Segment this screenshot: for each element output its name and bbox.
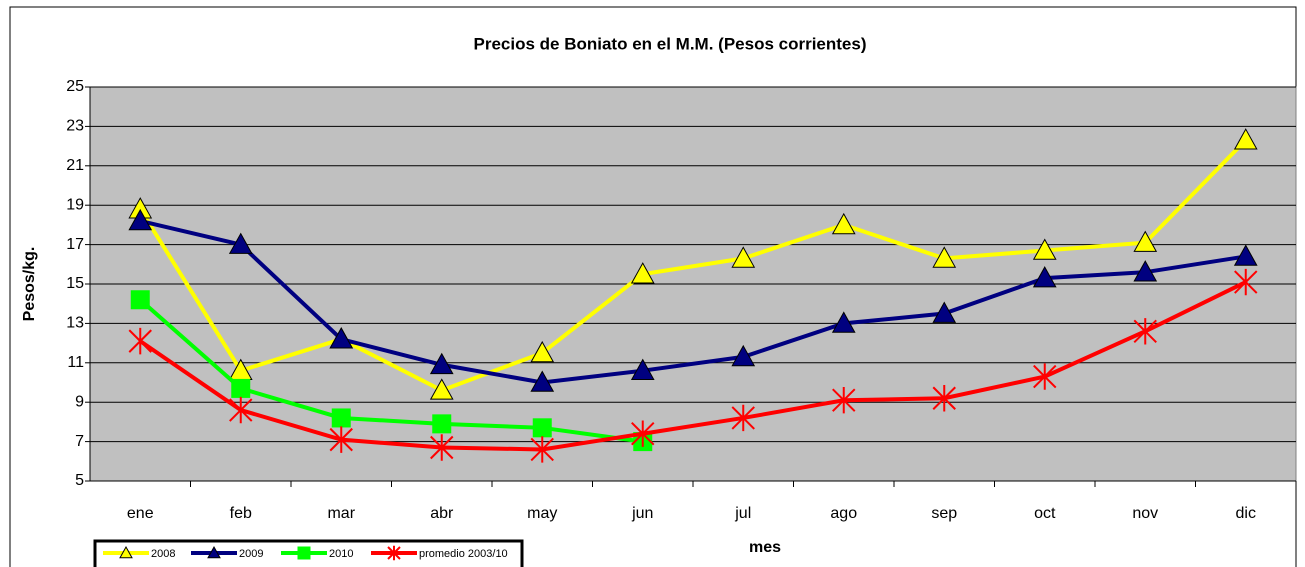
marker xyxy=(1234,268,1258,296)
marker xyxy=(932,301,957,323)
marker xyxy=(231,378,251,398)
marker xyxy=(530,436,554,463)
x-tick-label: nov xyxy=(1132,505,1158,522)
marker xyxy=(297,546,311,560)
marker xyxy=(832,387,856,414)
x-tick-label: ago xyxy=(830,505,857,522)
marker xyxy=(731,404,755,432)
marker xyxy=(430,434,454,461)
x-tick-label: jun xyxy=(631,505,653,522)
marker xyxy=(831,212,856,235)
x-tick-label: sep xyxy=(931,505,957,522)
chart-title: Precios de Boniato en el M.M. (Pesos cor… xyxy=(474,34,867,53)
marker xyxy=(1032,238,1057,260)
x-tick-label: jul xyxy=(734,505,751,522)
marker xyxy=(119,545,133,559)
y-tick-label: 11 xyxy=(67,354,84,371)
marker xyxy=(1032,266,1057,288)
y-tick-label: 23 xyxy=(66,118,84,135)
marker xyxy=(429,378,454,400)
marker xyxy=(532,418,552,438)
legend-label: promedio 2003/10 xyxy=(419,548,508,560)
marker xyxy=(530,340,555,363)
x-tick-label: oct xyxy=(1034,505,1056,522)
y-tick-label: 9 xyxy=(75,393,84,410)
series-line xyxy=(138,298,644,444)
marker xyxy=(128,208,153,231)
series-line xyxy=(139,219,1247,385)
y-axis-title: Pesos/kg. xyxy=(21,247,38,322)
x-axis-title: mes xyxy=(749,539,781,556)
marker xyxy=(1133,260,1158,282)
y-tick-label: 5 xyxy=(75,472,84,489)
marker xyxy=(731,344,756,367)
marker xyxy=(932,385,956,412)
marker xyxy=(229,396,253,424)
marker xyxy=(831,311,856,333)
marker xyxy=(731,246,756,268)
x-tick-label: may xyxy=(527,505,557,522)
x-tick-label: dic xyxy=(1236,505,1256,522)
marker xyxy=(1133,230,1158,252)
marker xyxy=(130,290,150,310)
marker xyxy=(331,408,351,428)
y-tick-label: 7 xyxy=(75,433,84,450)
x-tick-label: ene xyxy=(127,505,154,522)
y-tick-label: 19 xyxy=(66,196,84,213)
legend-label: 2010 xyxy=(329,548,353,560)
x-tick-label: mar xyxy=(327,505,355,522)
marker xyxy=(329,327,354,349)
series-line xyxy=(138,138,1248,393)
series-line xyxy=(139,280,1247,452)
y-tick-label: 13 xyxy=(66,315,84,332)
marker xyxy=(631,420,655,447)
x-tick-label: feb xyxy=(230,505,252,522)
marker xyxy=(228,232,253,254)
marker xyxy=(1233,244,1258,266)
marker xyxy=(1033,363,1057,390)
marker xyxy=(630,262,655,284)
y-tick-label: 21 xyxy=(66,157,84,174)
marker xyxy=(630,358,655,380)
legend-label: 2008 xyxy=(151,548,175,560)
marker xyxy=(1133,318,1157,345)
marker xyxy=(128,327,152,355)
marker xyxy=(329,426,353,453)
x-tick-label: abr xyxy=(430,505,454,522)
y-tick-label: 15 xyxy=(66,275,84,292)
y-tick-label: 25 xyxy=(66,78,84,95)
legend-label: 2009 xyxy=(239,548,263,560)
marker xyxy=(387,545,401,561)
marker xyxy=(429,352,454,375)
marker xyxy=(1233,128,1258,150)
marker xyxy=(432,414,452,434)
marker xyxy=(207,545,221,559)
y-tick-label: 17 xyxy=(66,236,84,253)
marker xyxy=(530,370,555,392)
marker xyxy=(932,246,957,268)
